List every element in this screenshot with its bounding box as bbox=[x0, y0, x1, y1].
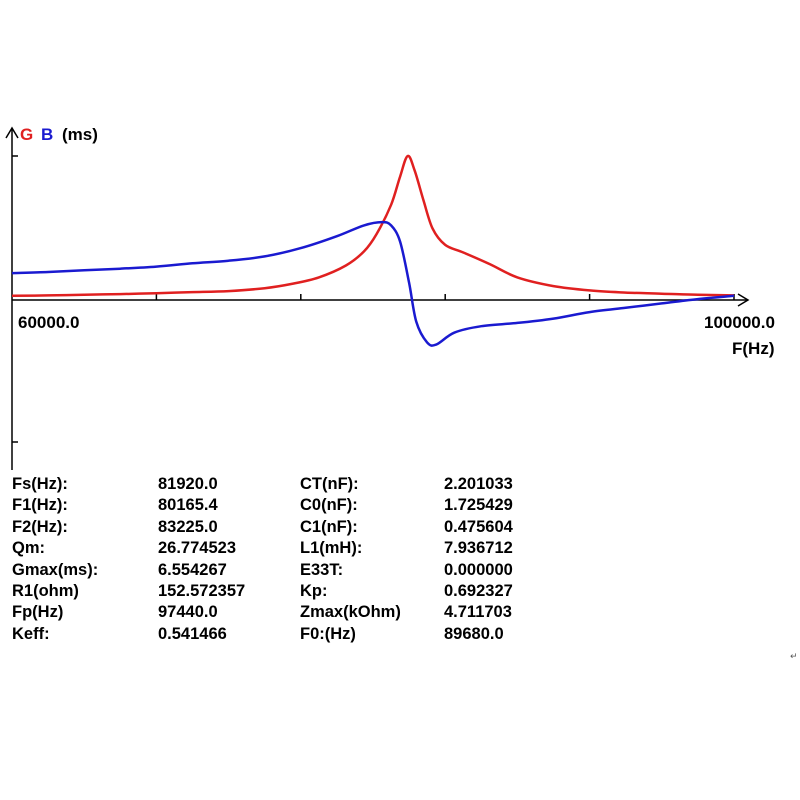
x-axis-arrow bbox=[737, 293, 750, 307]
param-value: 6.554267 bbox=[158, 560, 227, 579]
param-value: 89680.0 bbox=[444, 624, 504, 643]
param-label: Qm: bbox=[12, 539, 45, 558]
x-ticks bbox=[155, 294, 735, 300]
param-label: E33T: bbox=[300, 560, 344, 579]
param-label: Zmax(kOhm) bbox=[300, 603, 401, 622]
param-value: 0.541466 bbox=[158, 624, 227, 643]
param-label: C0(nF): bbox=[300, 496, 358, 515]
x-axis-label: F(Hz) bbox=[732, 339, 774, 358]
x-tick-label-min: 60000.0 bbox=[18, 313, 79, 332]
x-tick-label-max: 100000.0 bbox=[704, 313, 775, 332]
y-label-b: B bbox=[41, 125, 53, 144]
series-g-line bbox=[11, 154, 735, 298]
param-label: C1(nF): bbox=[300, 517, 358, 536]
param-label: CT(nF): bbox=[300, 475, 359, 493]
param-value: 0.000000 bbox=[444, 560, 513, 579]
param-label: F0:(Hz) bbox=[300, 624, 356, 643]
param-label: Fp(Hz) bbox=[12, 603, 64, 622]
param-value: 152.572357 bbox=[158, 581, 246, 600]
y-axis-arrow bbox=[5, 126, 19, 139]
param-label: Gmax(ms): bbox=[12, 560, 99, 579]
param-label: F1(Hz): bbox=[12, 496, 68, 515]
param-label: Fs(Hz): bbox=[12, 475, 68, 493]
param-label: F2(Hz): bbox=[12, 517, 68, 536]
y-ticks bbox=[12, 155, 18, 443]
param-value: 81920.0 bbox=[158, 475, 218, 493]
series-b-line bbox=[11, 220, 735, 347]
param-value: 1.725429 bbox=[444, 496, 513, 515]
param-value: 97440.0 bbox=[158, 603, 218, 622]
param-value: 0.692327 bbox=[444, 581, 513, 600]
param-value: 2.201033 bbox=[444, 475, 513, 493]
param-label: Keff: bbox=[12, 624, 50, 643]
param-value: 0.475604 bbox=[444, 517, 513, 536]
param-label: L1(mH): bbox=[300, 539, 363, 558]
param-value: 4.711703 bbox=[444, 603, 512, 622]
admittance-chart: G B (ms) 60000.0 100000.0 F(Hz) bbox=[5, 125, 775, 470]
y-label-g: G bbox=[20, 125, 33, 144]
param-value: 80165.4 bbox=[158, 496, 218, 515]
param-value: 7.936712 bbox=[444, 539, 513, 558]
param-label: Kp: bbox=[300, 581, 328, 600]
y-label-unit: (ms) bbox=[62, 125, 98, 144]
param-value: 26.774523 bbox=[158, 539, 236, 558]
return-mark: ↵ bbox=[790, 652, 798, 662]
param-value: 83225.0 bbox=[158, 517, 218, 536]
param-label: R1(ohm) bbox=[12, 581, 79, 600]
